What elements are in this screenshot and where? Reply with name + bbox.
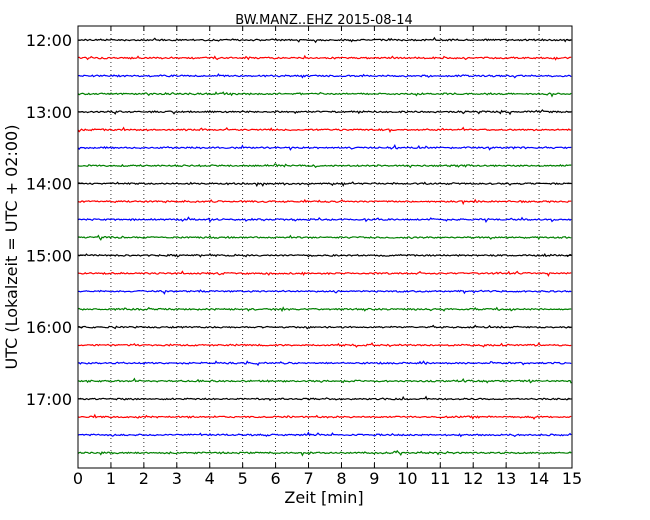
- trace-1330: [77, 144, 572, 151]
- y-tick-label: 17:00: [26, 390, 72, 409]
- trace-1400: [77, 181, 572, 188]
- axis-ticks: 0 1 2 3 4 5 6 7 8 9 10 11 12 13 14 1512:0013:0014:0015:…: [26, 26, 582, 488]
- trace-1445: [77, 234, 572, 241]
- chart-title: BW.MANZ..EHZ 2015-08-14: [235, 13, 413, 28]
- x-tick-label: 3: [172, 469, 182, 488]
- x-tick-label: 2: [139, 469, 149, 488]
- y-tick-label: 15:00: [26, 246, 72, 265]
- plot-frame: [77, 25, 573, 469]
- trace-1545: [77, 306, 572, 313]
- x-axis-label: Zeit [min]: [284, 488, 363, 507]
- trace-1715: [77, 413, 572, 420]
- x-tick-label: 9: [369, 469, 379, 488]
- trace-1515: [77, 270, 572, 278]
- y-axis-label: UTC (Lokalzeit = UTC + 02:00): [2, 125, 21, 370]
- trace-1215: [77, 54, 572, 61]
- x-tick-label: 4: [205, 469, 215, 488]
- x-tick-label: 12: [463, 469, 483, 488]
- x-tick-label: 5: [238, 469, 248, 488]
- trace-1645: [77, 377, 572, 384]
- trace-1530: [77, 289, 572, 295]
- trace-1500: [77, 252, 572, 258]
- trace-1615: [77, 342, 572, 348]
- x-tick-label: 10: [397, 469, 417, 488]
- x-tick-label: 8: [336, 469, 346, 488]
- trace-1430: [77, 216, 572, 224]
- trace-1730: [77, 431, 572, 438]
- trace-1315: [77, 126, 572, 133]
- x-tick-label: 7: [303, 469, 313, 488]
- grid-lines: [110, 26, 540, 468]
- trace-1200: [77, 36, 572, 44]
- x-tick-label: 11: [430, 469, 450, 488]
- trace-1700: [77, 395, 572, 402]
- x-tick-label: 14: [529, 469, 549, 488]
- y-tick-label: 16:00: [26, 318, 72, 337]
- y-tick-label: 13:00: [26, 103, 72, 122]
- trace-1630: [77, 360, 572, 367]
- x-tick-label: 6: [271, 469, 281, 488]
- trace-1415: [77, 198, 572, 206]
- y-tick-label: 12:00: [26, 31, 72, 50]
- x-tick-label: 0: [73, 469, 83, 488]
- trace-1245: [77, 91, 572, 98]
- trace-1300: [77, 109, 572, 116]
- seismic-traces: [77, 36, 572, 457]
- trace-1230: [77, 73, 572, 79]
- trace-1345: [77, 163, 572, 169]
- x-tick-label: 13: [496, 469, 516, 488]
- x-tick-label: 15: [562, 469, 582, 488]
- trace-1600: [77, 324, 572, 330]
- x-tick-label: 1: [106, 469, 116, 488]
- y-tick-label: 14:00: [26, 175, 72, 194]
- trace-1745: [77, 449, 572, 457]
